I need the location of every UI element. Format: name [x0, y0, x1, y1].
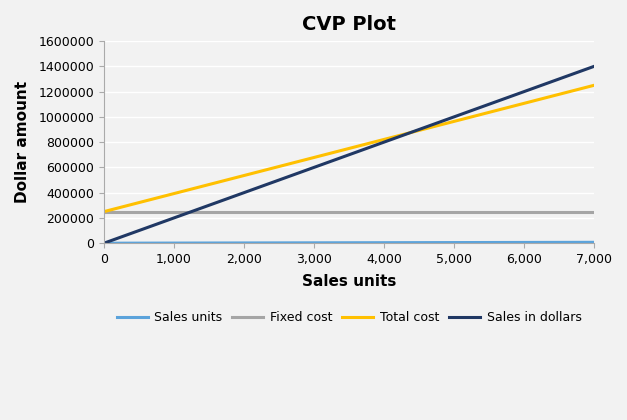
- X-axis label: Sales units: Sales units: [302, 274, 396, 289]
- Legend: Sales units, Fixed cost, Total cost, Sales in dollars: Sales units, Fixed cost, Total cost, Sal…: [112, 306, 586, 329]
- Y-axis label: Dollar amount: Dollar amount: [15, 81, 30, 203]
- Title: CVP Plot: CVP Plot: [302, 15, 396, 34]
